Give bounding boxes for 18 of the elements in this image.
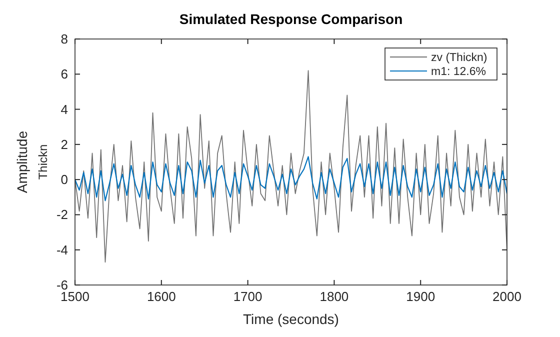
y-axis-title: Amplitude Thickn [14,130,50,194]
x-tick-label: 1800 [320,289,349,304]
x-tick-label: 2000 [492,289,522,304]
chart-title: Simulated Response Comparison [179,11,403,27]
y-tick-label: 2 [60,136,68,152]
y-tick-label: 4 [60,102,68,117]
x-tick-label: 1600 [146,289,176,304]
y-tick-label: -2 [56,207,68,222]
x-tick-label: 1700 [233,289,262,304]
legend-label: zv (Thickn) [431,52,488,64]
legend-label: m1: 12.6% [431,66,486,78]
y-tick-label: 6 [60,66,68,82]
y-tick-label: -4 [56,242,68,258]
y-tick-label: 0 [60,172,68,188]
x-axis-title: Time (seconds) [243,311,339,327]
x-tick-label: 1900 [406,289,436,304]
line-series [75,156,507,202]
y-tick-label: 8 [60,32,68,46]
